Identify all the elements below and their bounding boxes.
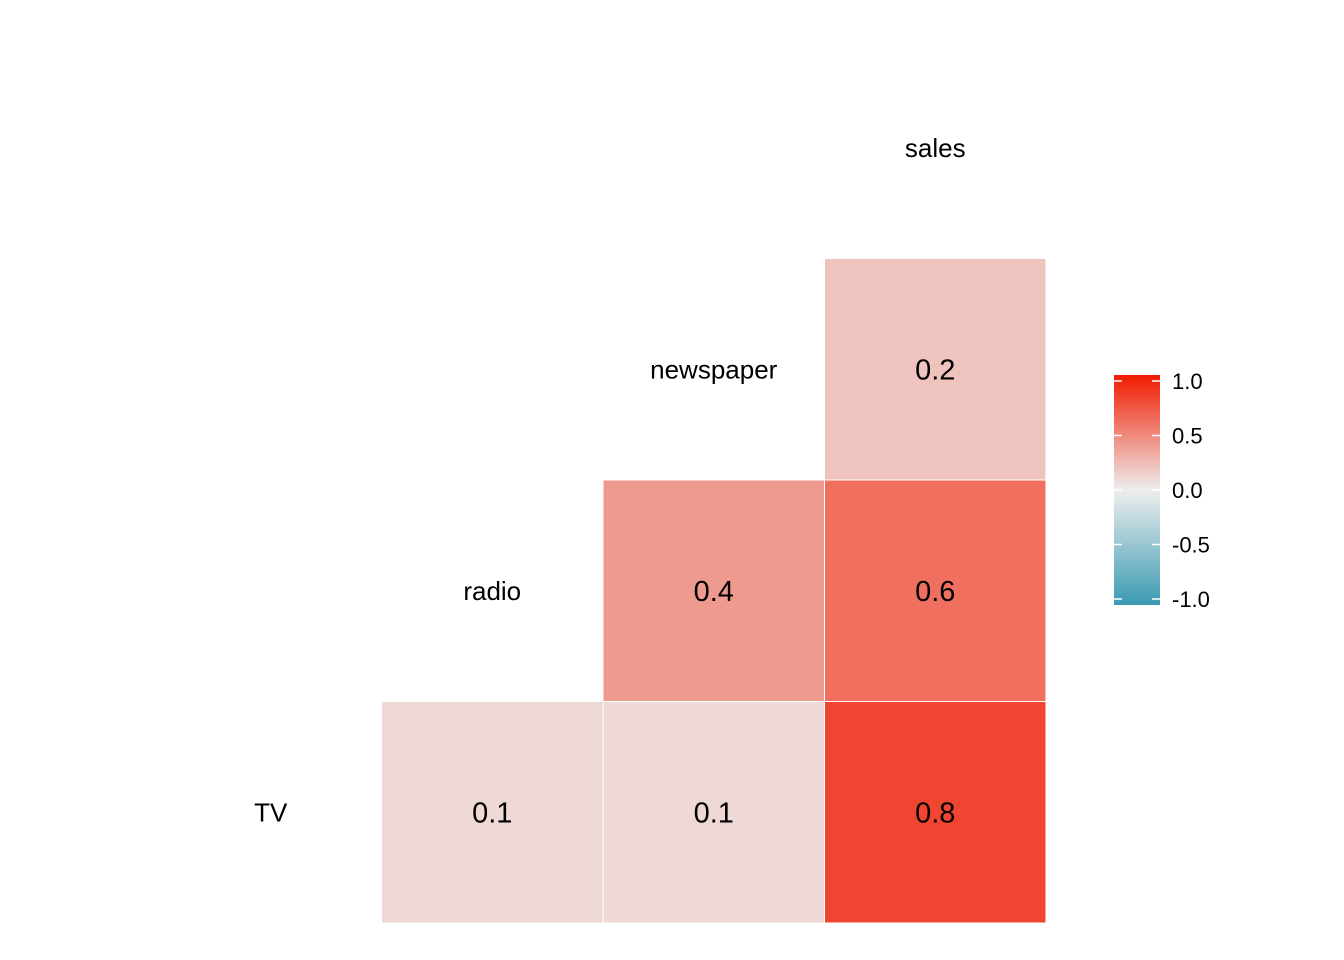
legend-tick-label: -1.0 xyxy=(1172,587,1210,612)
cell-value-label: 0.6 xyxy=(915,576,955,608)
variable-label-radio: radio xyxy=(463,576,521,606)
color-legend: 1.0 0.5 0.0 -0.5 -1.0 xyxy=(1114,369,1210,612)
legend-tick-label: 0.0 xyxy=(1172,478,1203,503)
cell-value-label: 0.4 xyxy=(694,576,734,608)
heatmap-cell-newspaper-sales xyxy=(825,259,1046,480)
variable-label-tv: TV xyxy=(254,797,288,827)
heatmap-cell-tv-sales xyxy=(825,702,1046,923)
cell-value-label: 0.8 xyxy=(915,797,955,829)
cell-value-label: 0.2 xyxy=(915,354,955,386)
variable-label-newspaper: newspaper xyxy=(650,354,778,384)
legend-tick-label: -0.5 xyxy=(1172,533,1210,558)
variable-labels: TV radio newspaper sales xyxy=(254,133,965,828)
variable-label-sales: sales xyxy=(905,133,966,163)
heatmap-cell-tv-radio xyxy=(382,702,603,923)
heatmap-cell-radio-sales xyxy=(825,480,1046,701)
cell-value-label: 0.1 xyxy=(694,797,734,829)
cell-value-label: 0.1 xyxy=(472,797,512,829)
legend-tick-label: 0.5 xyxy=(1172,424,1203,449)
heatmap-cells: 0.1 0.1 0.8 0.4 0.6 0.2 xyxy=(382,259,1046,923)
legend-tick-label: 1.0 xyxy=(1172,369,1203,394)
heatmap-cell-radio-newspaper xyxy=(603,480,824,701)
heatmap-cell-tv-newspaper xyxy=(603,702,824,923)
